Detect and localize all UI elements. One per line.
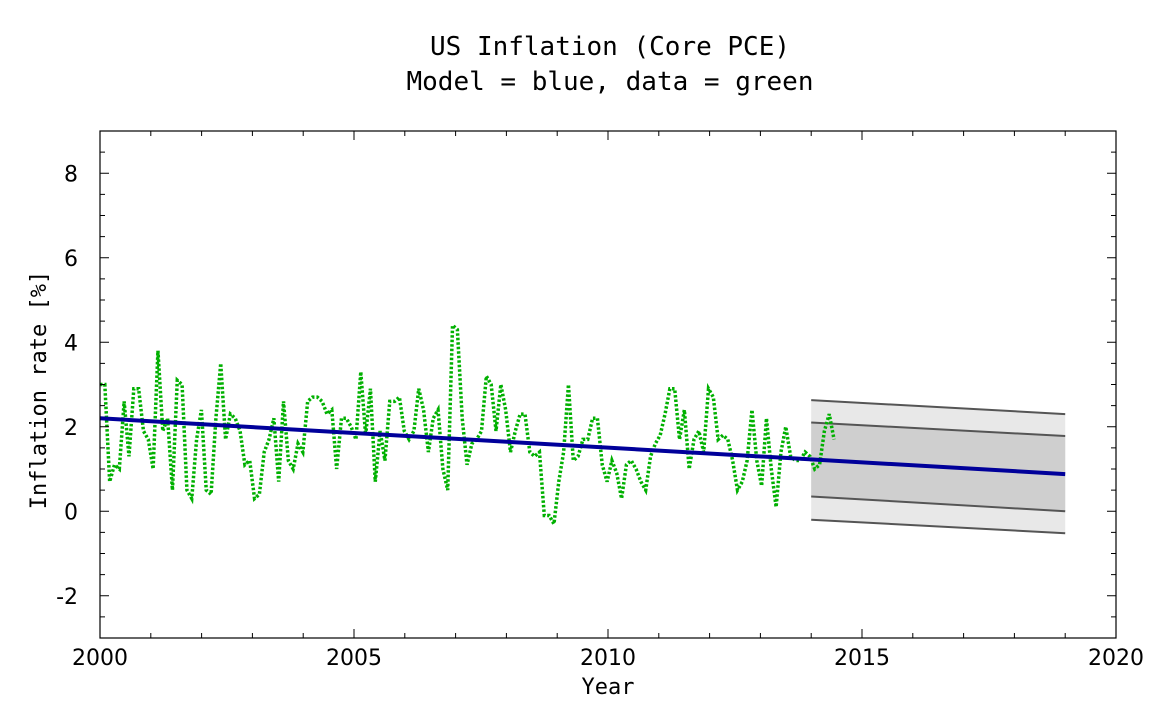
x-tick-label: 2010 [580,646,636,671]
y-tick-label: 6 [64,247,78,272]
chart-title: US Inflation (Core PCE) [430,32,790,62]
ticks: 2000 2005 2010 2015 2020 -2 0 2 4 6 8 [56,130,1144,671]
series-layer [99,321,1066,530]
y-tick-label: 8 [64,162,78,187]
x-tick-label: 2020 [1088,646,1144,671]
data-line [100,321,836,530]
band-edge-outer-upper [811,399,1066,416]
x-tick-label: 2005 [326,646,382,671]
y-tick-label: -2 [56,585,78,610]
y-tick-label: 4 [64,331,78,356]
band-edge-inner-upper [811,421,1066,438]
x-tick-label: 2000 [72,646,128,671]
band-edge-outer-lower [811,518,1066,535]
y-tick-label: 2 [64,416,78,441]
y-tick-label: 0 [64,500,78,525]
plot-frame [99,130,1117,639]
x-axis-label: Year [582,675,635,700]
chart-subtitle: Model = blue, data = green [407,67,814,97]
y-axis-label: Inflation rate [%] [27,271,52,509]
band-edge-inner-lower [811,495,1066,513]
model-line [99,416,1066,477]
x-tick-label: 2015 [834,646,890,671]
